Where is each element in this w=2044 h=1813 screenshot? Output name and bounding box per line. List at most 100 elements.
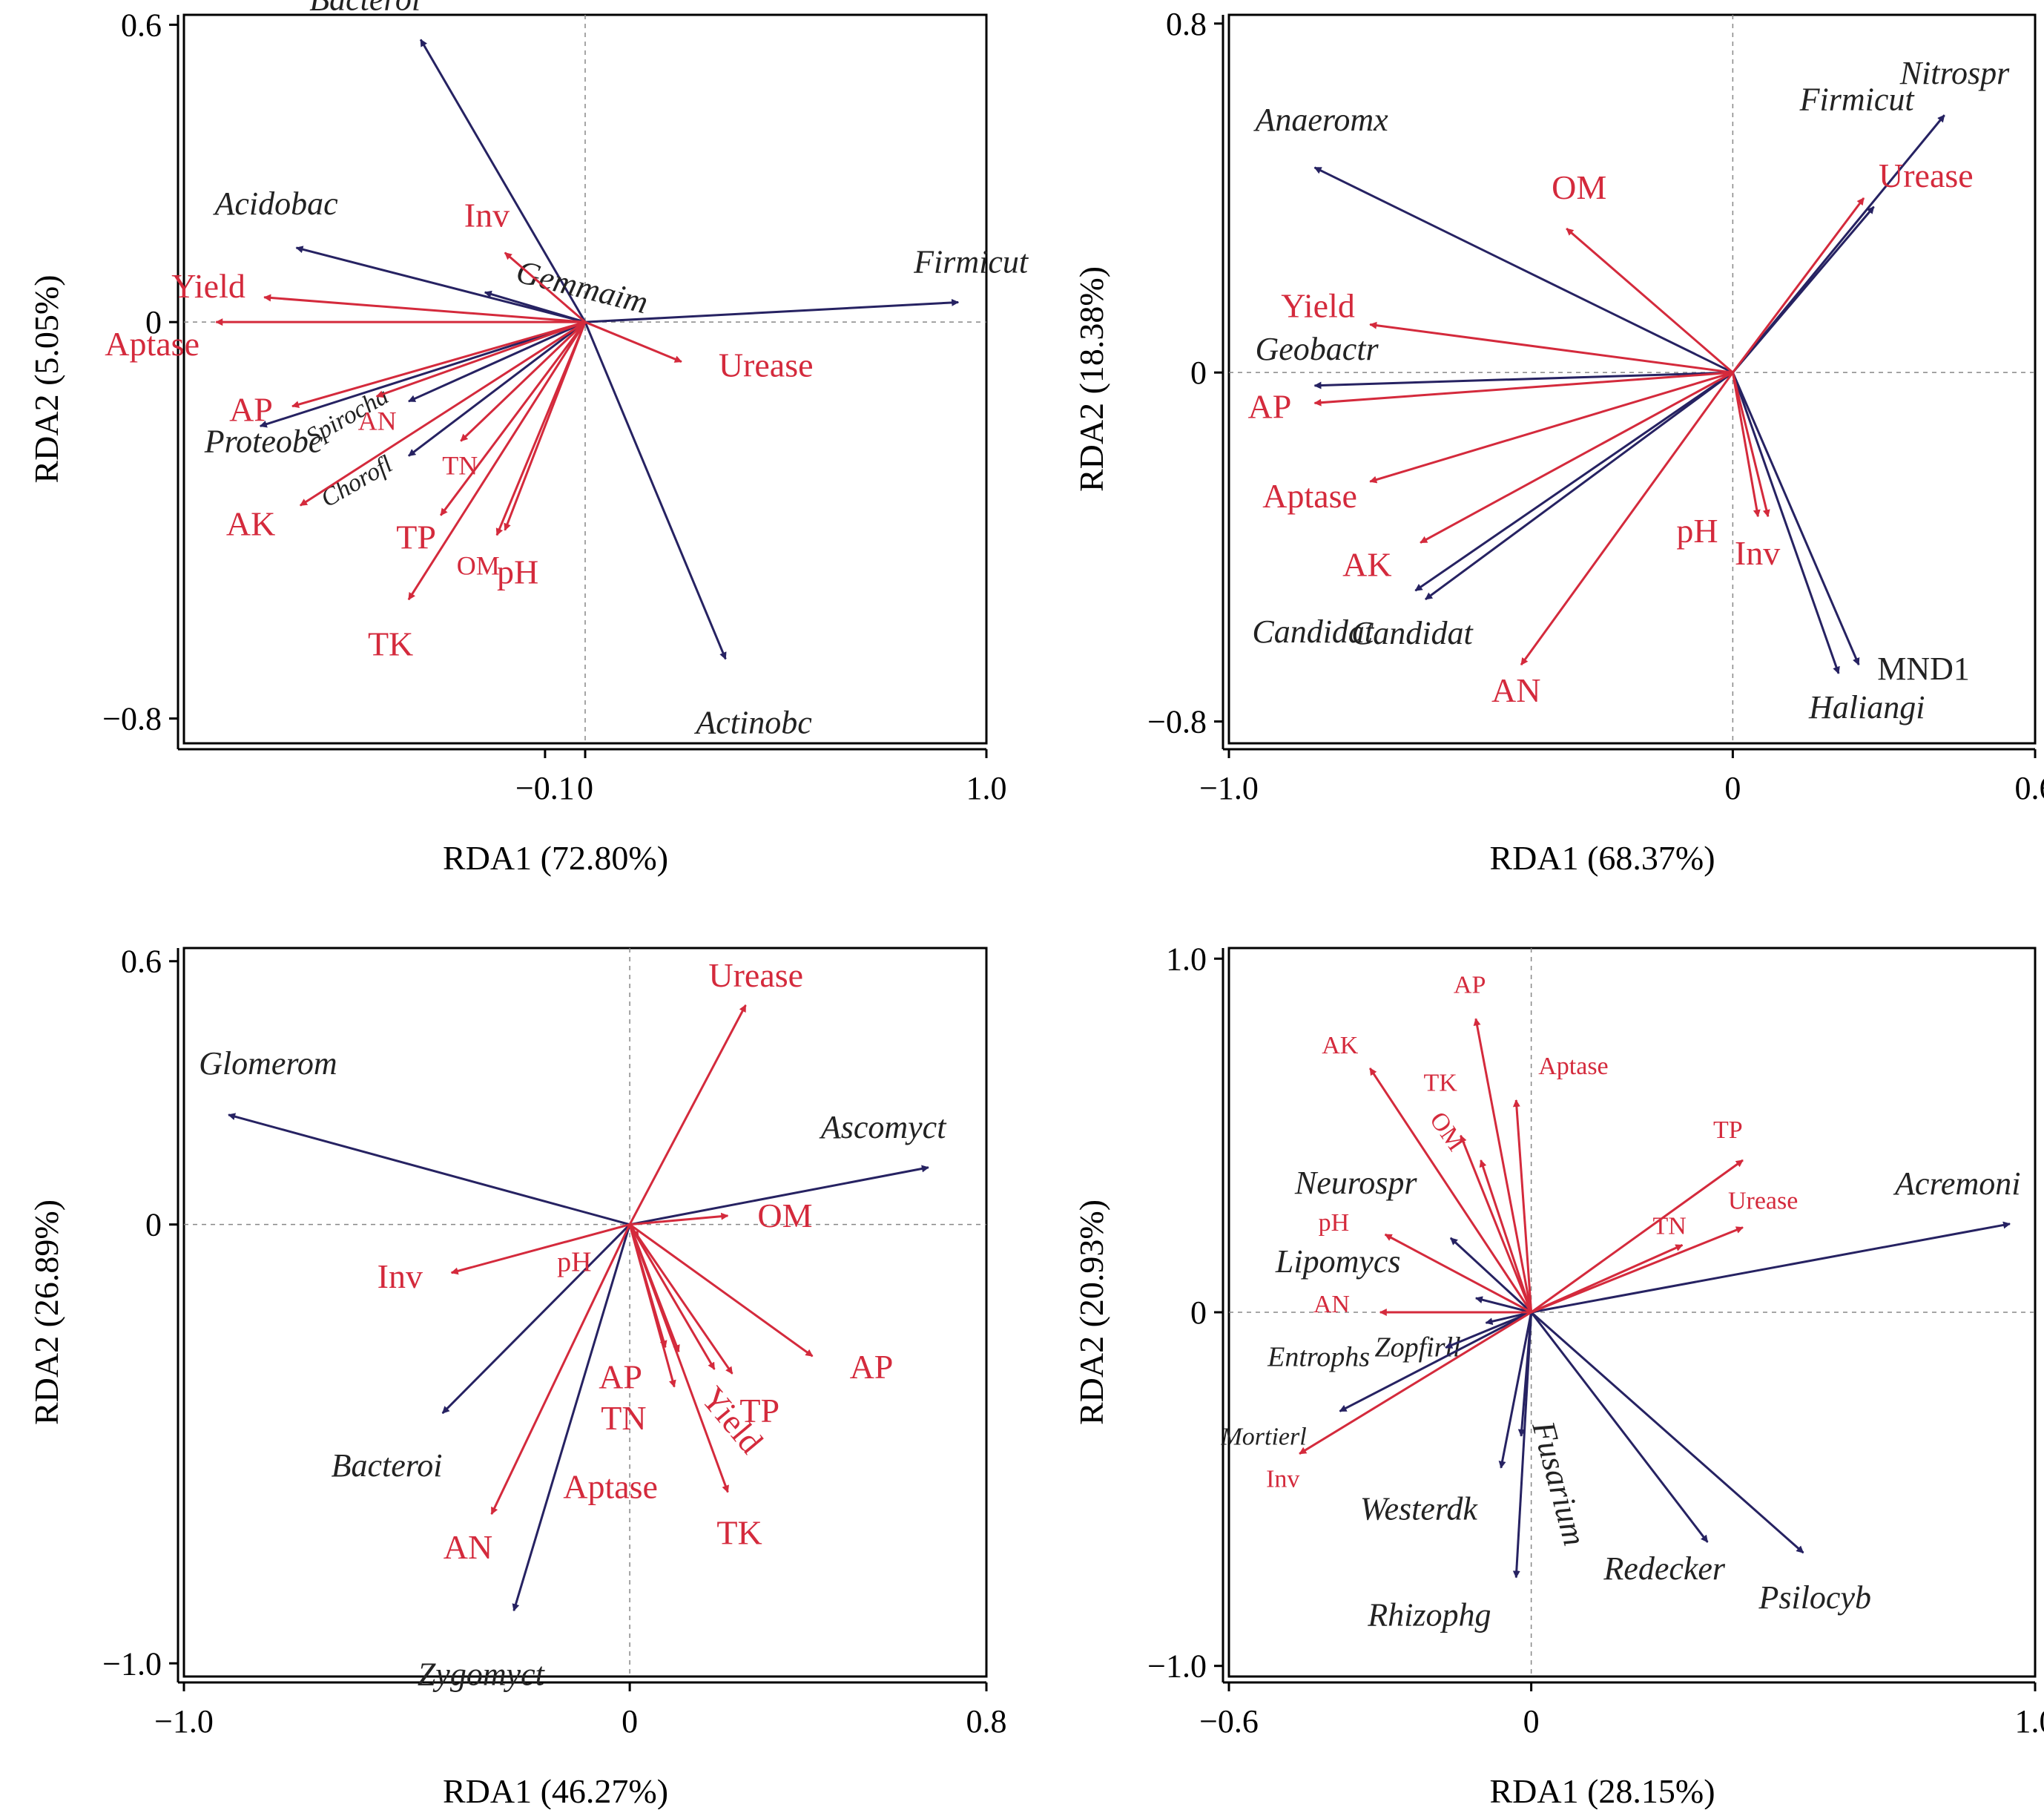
species-label: Anaeromx — [1253, 102, 1388, 138]
environment-label: AP — [850, 1348, 894, 1386]
environment-arrow — [1532, 1228, 1743, 1312]
species-label: Entrophs — [1267, 1342, 1370, 1373]
species-label: Redecker — [1603, 1550, 1726, 1587]
environment-label: OM — [757, 1197, 812, 1234]
environment-label: Yield — [171, 267, 245, 305]
environment-label: TN — [442, 451, 478, 481]
species-arrow — [228, 1115, 630, 1225]
species-label: Rhizophg — [1367, 1597, 1491, 1633]
species-label: Geobactr — [1255, 331, 1379, 367]
environment-arrow — [1532, 1160, 1743, 1312]
environment-arrow — [441, 322, 585, 516]
x-tick-label: 1.0 — [2015, 1703, 2044, 1740]
environment-label: pH — [1319, 1209, 1350, 1237]
environment-label: AN — [444, 1528, 492, 1566]
x-axis-label: RDA1 (68.37%) — [1489, 839, 1715, 877]
species-label: Nitrospr — [1899, 55, 2010, 91]
species-label: Gemmaim — [512, 253, 651, 320]
environment-label: AN — [358, 406, 397, 435]
x-axis-label: RDA1 (28.15%) — [1489, 1772, 1715, 1809]
species-arrow — [1733, 372, 1859, 665]
environment-arrow — [630, 1225, 732, 1374]
environment-label: Aptase — [1262, 477, 1357, 515]
environment-label: AP — [1454, 971, 1486, 998]
environment-label: AN — [1313, 1291, 1350, 1318]
environment-label: Urease — [1728, 1188, 1798, 1215]
environment-label: TN — [601, 1399, 646, 1437]
environment-label: AP — [229, 391, 273, 429]
species-arrow — [1733, 207, 1873, 372]
species-label: Firmicut — [1799, 82, 1916, 118]
environment-label: Urease — [719, 346, 814, 384]
environment-arrow — [630, 1005, 745, 1225]
environment-label: AP — [1247, 387, 1291, 425]
environment-label: AK — [226, 504, 275, 542]
y-axis-label: RDA2 (18.38%) — [1072, 266, 1110, 492]
environment-label: Urease — [1879, 157, 1974, 194]
environment-arrow — [497, 322, 585, 535]
species-label: Actinobc — [693, 704, 812, 740]
environment-label: AN — [1491, 671, 1540, 709]
y-tick-label: −1.0 — [1147, 1648, 1207, 1685]
species-label: Acremoni — [1893, 1165, 2020, 1202]
x-axis-label: RDA1 (46.27%) — [443, 1772, 668, 1809]
environment-label: Inv — [1266, 1466, 1299, 1493]
x-axis-label: RDA1 (72.80%) — [443, 839, 668, 877]
y-tick-label: 0 — [1190, 355, 1207, 391]
environment-arrow — [1566, 228, 1733, 372]
x-tick-label: 0 — [1523, 1703, 1540, 1740]
species-label: Fusarium — [1525, 1417, 1593, 1550]
species-label: Psilocyb — [1758, 1579, 1871, 1616]
y-tick-label: 0 — [1190, 1294, 1207, 1331]
species-label: Acidobac — [212, 185, 338, 222]
environment-label: pH — [1676, 512, 1718, 550]
x-tick-label: −0.6 — [1199, 1703, 1259, 1740]
environment-arrow — [1314, 372, 1733, 403]
species-label: Mortierl — [1220, 1423, 1306, 1450]
x-tick-label: 0 — [1724, 770, 1741, 806]
environment-label: AP — [599, 1358, 642, 1395]
environment-label: Yield — [1281, 286, 1355, 324]
environment-label: TN — [1652, 1212, 1686, 1240]
species-arrow — [585, 322, 725, 659]
environment-arrow — [1370, 372, 1733, 481]
y-tick-label: 0.6 — [121, 7, 162, 43]
species-arrow — [1445, 1312, 1531, 1348]
x-tick-label: −1.0 — [154, 1703, 214, 1740]
environment-arrow — [377, 322, 585, 396]
environment-arrow — [630, 1225, 728, 1493]
species-label: Neurospr — [1294, 1165, 1417, 1201]
species-label: Bacteroi — [309, 0, 421, 17]
environment-label: TP — [396, 519, 436, 556]
y-tick-label: −0.8 — [1147, 704, 1207, 740]
species-label: Bacteroi — [332, 1447, 443, 1484]
environment-arrow — [1733, 372, 1758, 516]
y-axis-label: RDA2 (5.05%) — [27, 274, 65, 483]
x-tick-label: 0.8 — [966, 1703, 1007, 1740]
x-tick-label: 0 — [577, 770, 593, 806]
species-label: Candidat — [1351, 615, 1474, 651]
environment-arrow — [452, 1225, 630, 1273]
environment-label: Aptase — [105, 325, 200, 363]
species-label: Chorofl — [316, 450, 397, 513]
species-label: Glomerom — [199, 1045, 337, 1082]
species-label: Firmicut — [913, 243, 1029, 280]
environment-label: TK — [716, 1514, 762, 1552]
environment-label: TK — [368, 625, 413, 662]
species-arrow — [1733, 372, 1839, 674]
environment-label: OM — [1552, 168, 1606, 206]
y-tick-label: 0.8 — [1166, 6, 1207, 42]
environment-label: pH — [497, 553, 538, 590]
species-label: Westerdk — [1360, 1491, 1479, 1527]
species-label: Ascomyct — [819, 1109, 947, 1145]
environment-arrow — [630, 1216, 728, 1225]
environment-arrow — [630, 1225, 714, 1369]
x-tick-label: −0.1 — [515, 770, 575, 806]
environment-label: Inv — [378, 1257, 423, 1295]
species-arrow — [1425, 372, 1733, 599]
environment-label: OM — [457, 551, 500, 581]
environment-label: Aptase — [1538, 1053, 1608, 1080]
